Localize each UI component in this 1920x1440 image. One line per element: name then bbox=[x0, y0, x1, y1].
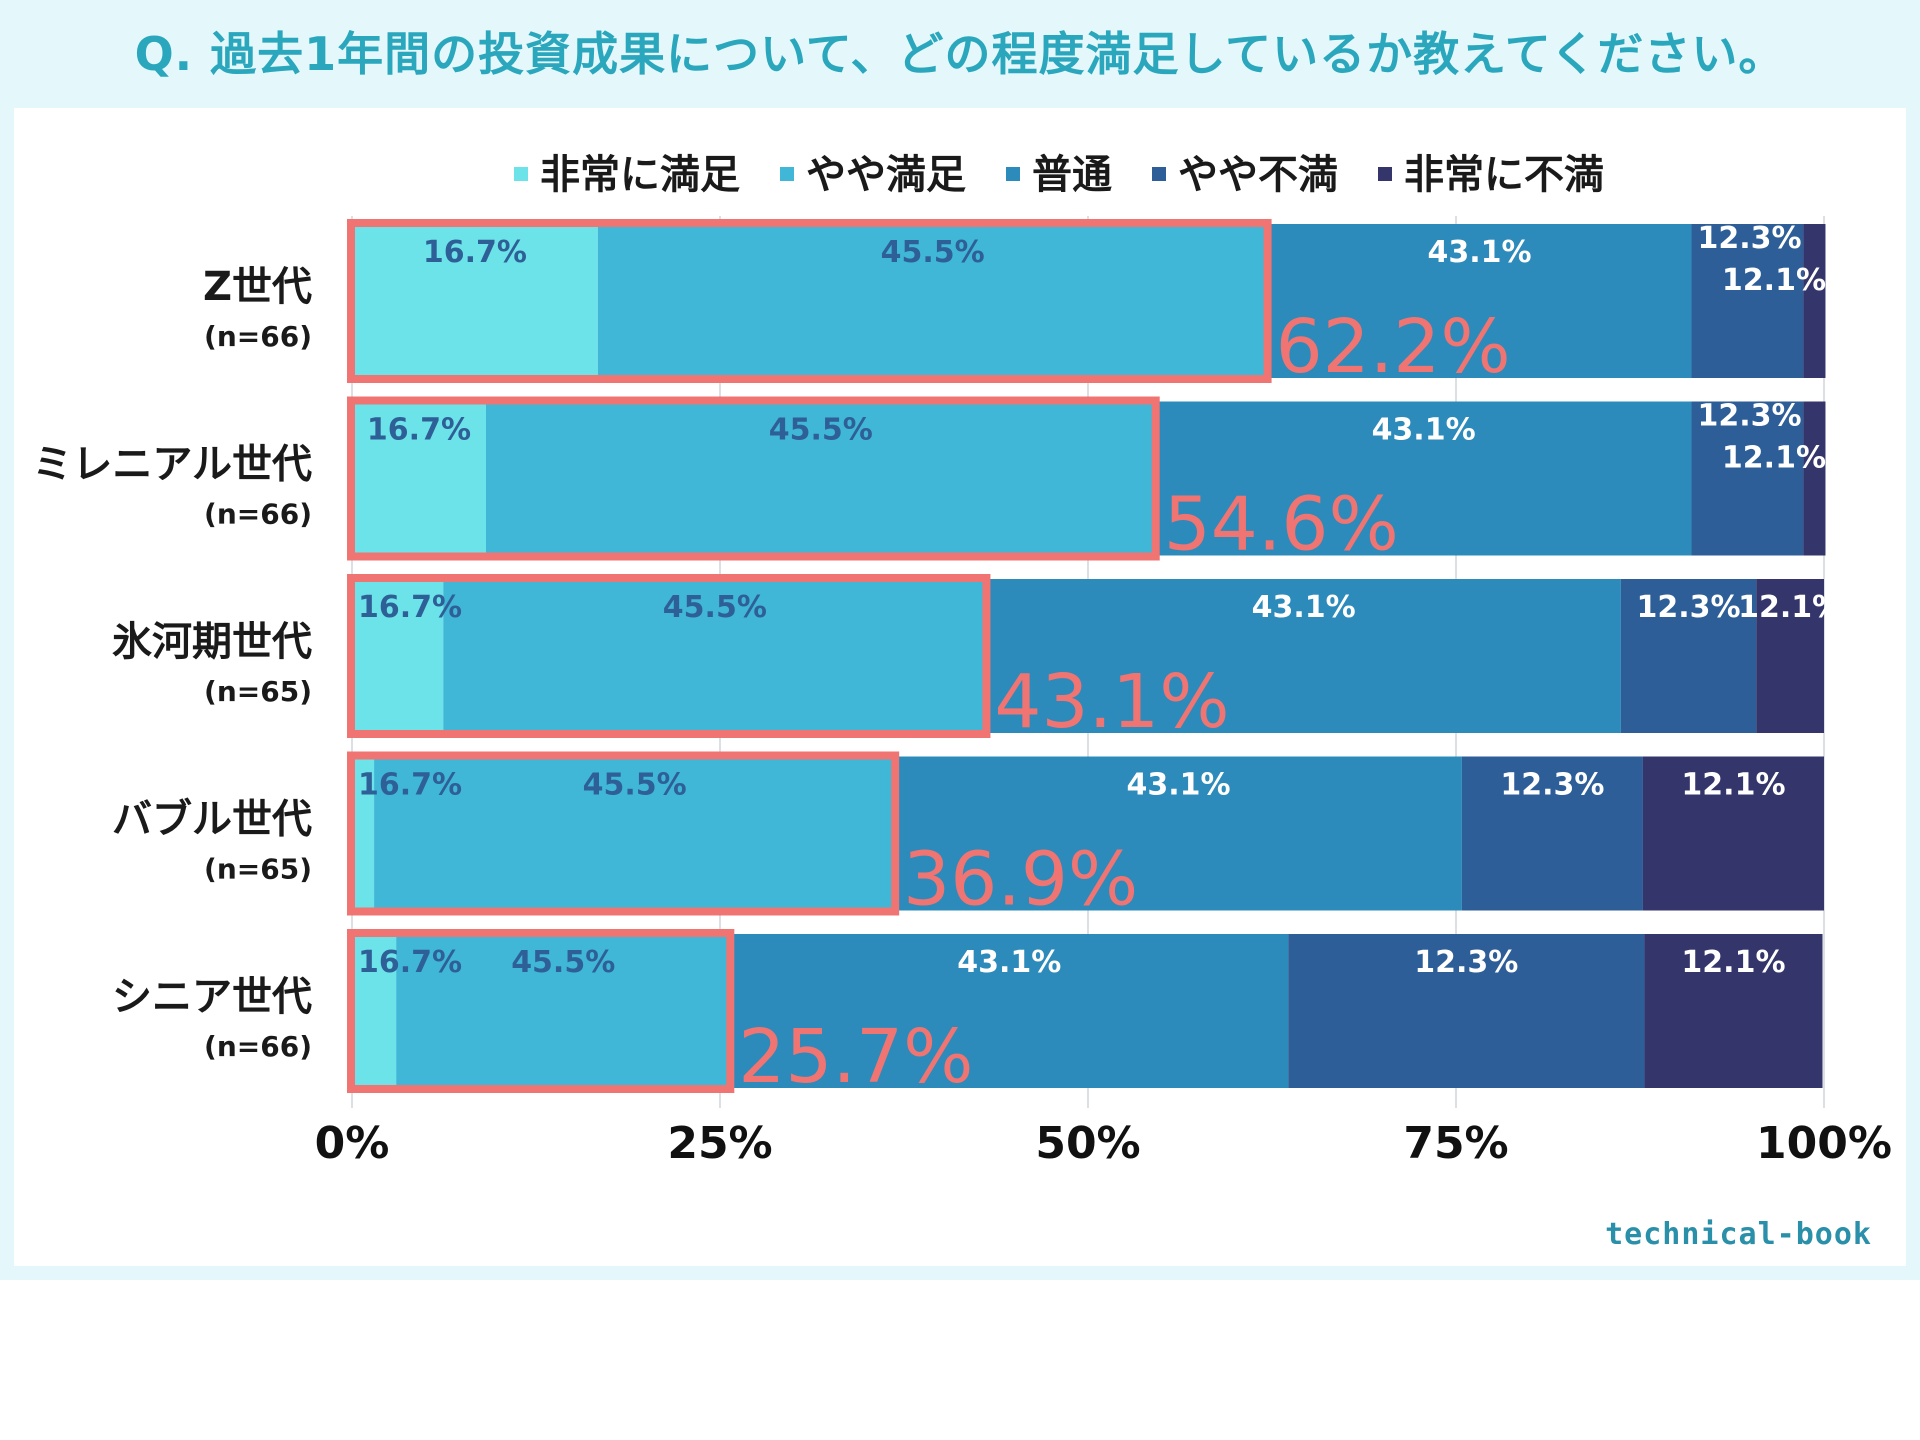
legend-label-3: 普通 bbox=[1032, 152, 1112, 198]
value-label-4-1: 16.7% bbox=[358, 768, 462, 803]
value-label-2-4: 12.3% bbox=[1698, 399, 1802, 434]
bar-segment-2-4 bbox=[1691, 401, 1804, 556]
value-label-3-2: 45.5% bbox=[663, 590, 767, 625]
legend-swatch-2 bbox=[780, 167, 794, 181]
category-n-label-1: (n=66) bbox=[204, 320, 312, 353]
category-label-1: Z世代 bbox=[203, 264, 312, 310]
bar-segment-5-4 bbox=[1288, 934, 1645, 1088]
legend-swatch-1 bbox=[514, 167, 528, 181]
category-label-2: ミレニアル世代 bbox=[32, 442, 312, 488]
x-tick-label-4: 75% bbox=[1403, 1118, 1508, 1169]
value-label-1-4: 12.3% bbox=[1698, 221, 1802, 256]
value-label-4-4: 12.3% bbox=[1500, 768, 1604, 803]
satisfied-highlight-box-5 bbox=[347, 929, 735, 1093]
value-label-1-1: 16.7% bbox=[423, 235, 527, 270]
bar-segment-1-3 bbox=[1267, 224, 1692, 378]
brand-logo: technical-book bbox=[1605, 1217, 1872, 1252]
bar-segment-5-5 bbox=[1644, 934, 1823, 1088]
bar-segment-3-2 bbox=[443, 579, 987, 733]
satisfied-total-label-2: 54.6% bbox=[1164, 482, 1399, 568]
value-label-5-3: 43.1% bbox=[957, 945, 1061, 980]
bar-segment-4-4 bbox=[1461, 756, 1643, 911]
bar-segment-5-2 bbox=[396, 934, 731, 1088]
bar-segment-2-5 bbox=[1803, 401, 1826, 556]
category-n-label-5: (n=66) bbox=[204, 1030, 312, 1063]
category-n-label-2: (n=66) bbox=[204, 498, 312, 531]
legend-label-1: 非常に満足 bbox=[540, 152, 740, 198]
value-label-2-1: 16.7% bbox=[367, 413, 471, 448]
category-label-4: バブル世代 bbox=[112, 797, 312, 843]
value-label-3-1: 16.7% bbox=[358, 590, 462, 625]
legend-swatch-3 bbox=[1006, 167, 1020, 181]
legend-label-4: やや不満 bbox=[1178, 152, 1338, 198]
bar-segment-2-2 bbox=[485, 401, 1156, 556]
bar-segment-3-1 bbox=[352, 579, 444, 733]
category-n-label-3: (n=65) bbox=[204, 675, 312, 708]
satisfied-total-label-4: 36.9% bbox=[903, 837, 1138, 923]
value-label-2-3: 43.1% bbox=[1372, 413, 1476, 448]
value-label-2-2: 45.5% bbox=[769, 413, 873, 448]
satisfied-total-label-1: 62.2% bbox=[1276, 304, 1511, 390]
bar-segment-2-3 bbox=[1155, 401, 1692, 556]
satisfied-highlight-box-4 bbox=[347, 751, 900, 916]
bar-segment-3-3 bbox=[986, 579, 1621, 733]
value-label-3-3: 43.1% bbox=[1252, 590, 1356, 625]
chart-panel: 非常に満足 やや満足 普通 やや不満 非常に不満 Z世代 (n=66) ミレニアル世代 (n=6… bbox=[14, 108, 1906, 1266]
value-label-5-1: 16.7% bbox=[358, 945, 462, 980]
value-label-5-5: 12.1% bbox=[1681, 945, 1785, 980]
category-label-5: シニア世代 bbox=[112, 974, 312, 1020]
legend-label-5: 非常に不満 bbox=[1404, 152, 1604, 198]
bar-segment-2-1 bbox=[352, 401, 486, 556]
legend-swatch-4 bbox=[1152, 167, 1166, 181]
bar-segment-3-4 bbox=[1620, 579, 1757, 733]
value-label-1-2: 45.5% bbox=[881, 235, 985, 270]
value-label-3-4: 12.3% bbox=[1637, 590, 1741, 625]
value-label-2-5: 12.1% bbox=[1722, 441, 1826, 476]
value-label-1-5: 12.1% bbox=[1722, 263, 1826, 298]
x-tick-label-5: 100% bbox=[1756, 1118, 1892, 1169]
bar-segment-4-3 bbox=[895, 756, 1462, 911]
value-label-5-2: 45.5% bbox=[511, 945, 615, 980]
satisfied-highlight-box-1 bbox=[347, 219, 1272, 383]
category-label-3: 氷河期世代 bbox=[112, 619, 312, 665]
bar-segment-1-1 bbox=[352, 224, 598, 378]
value-label-3-5: 12.1% bbox=[1738, 590, 1842, 625]
x-tick-label-1: 0% bbox=[315, 1118, 390, 1169]
value-label-5-4: 12.3% bbox=[1414, 945, 1518, 980]
bar-segment-4-2 bbox=[374, 756, 896, 911]
category-n-label-4: (n=65) bbox=[204, 853, 312, 886]
value-label-4-3: 43.1% bbox=[1126, 768, 1230, 803]
bar-segment-5-3 bbox=[730, 934, 1289, 1088]
satisfied-total-label-3: 43.1% bbox=[994, 659, 1229, 745]
value-label-1-3: 43.1% bbox=[1428, 235, 1532, 270]
satisfied-highlight-box-2 bbox=[347, 396, 1160, 561]
bar-segment-4-1 bbox=[352, 756, 375, 911]
bar-segment-5-1 bbox=[352, 934, 397, 1088]
satisfied-highlight-box-3 bbox=[347, 574, 991, 738]
page-title: Q. 過去1年間の投資成果について、どの程度満足しているか教えてください。 bbox=[134, 27, 1786, 81]
bar-segment-1-2 bbox=[597, 224, 1268, 378]
stacked-bar-chart: 非常に満足 やや満足 普通 やや不満 非常に不満 Z世代 (n=66) ミレニアル世代 (n=6… bbox=[32, 152, 1892, 1169]
bar-segment-3-5 bbox=[1756, 579, 1824, 733]
bar-segment-1-4 bbox=[1691, 224, 1804, 378]
x-tick-label-2: 25% bbox=[667, 1118, 772, 1169]
value-label-4-2: 45.5% bbox=[583, 768, 687, 803]
satisfied-total-label-5: 25.7% bbox=[738, 1014, 973, 1100]
x-tick-label-3: 50% bbox=[1035, 1118, 1140, 1169]
legend-label-2: やや満足 bbox=[806, 152, 966, 198]
legend-swatch-5 bbox=[1378, 167, 1392, 181]
bar-segment-4-5 bbox=[1642, 756, 1824, 911]
bar-segment-1-5 bbox=[1803, 224, 1826, 378]
value-label-4-5: 12.1% bbox=[1681, 768, 1785, 803]
